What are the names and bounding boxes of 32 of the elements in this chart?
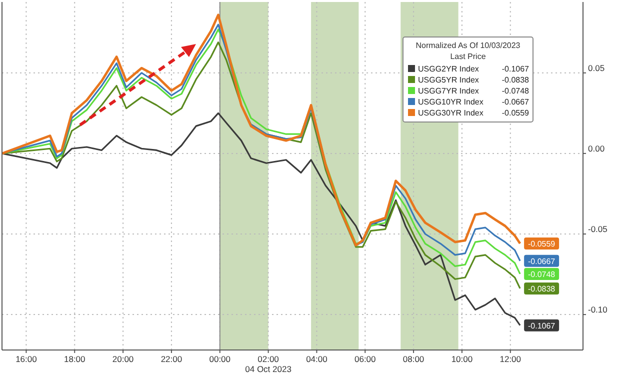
legend-title: Normalized As Of 10/03/2023 Last Price — [416, 41, 521, 61]
legend-label: USGG10YR Index — [418, 98, 484, 106]
text: -0.0667 — [502, 98, 529, 106]
legend-label: USGG30YR Index — [418, 108, 484, 118]
legend-label: USGG2YR Index — [418, 64, 479, 74]
y-tick-label: -0.10 — [588, 304, 608, 315]
x-tick-label: 12:00 — [500, 354, 522, 364]
data-label: -0.0838 — [528, 284, 556, 294]
x-tick-label: 04:00 — [306, 354, 328, 364]
text: -0.0838 — [502, 76, 529, 84]
y-tick-label: 0.05 — [588, 62, 605, 73]
text: -0.0559 — [502, 108, 529, 118]
legend-label: USGG7YR Index — [418, 86, 479, 96]
x-tick-label: 20:00 — [112, 354, 134, 364]
text: -0.0748 — [502, 86, 529, 96]
x-tick-label: 10:00 — [451, 354, 473, 364]
x-tick-label: 22:00 — [160, 354, 182, 364]
legend-label: USGG5YR Index — [418, 76, 479, 84]
x-tick-label: 02:00 — [258, 354, 280, 364]
y-tick-label: -0.05 — [588, 224, 608, 234]
x-tick-label: 16:00 — [16, 354, 38, 364]
x-tick-label: 06:00 — [354, 354, 376, 364]
text: 04 Oct 2023 — [245, 364, 292, 373]
data-label: -0.0559 — [528, 240, 556, 249]
data-label: -0.0667 — [528, 256, 556, 266]
x-tick-label: 18:00 — [64, 354, 86, 364]
x-tick-label: 00:00 — [209, 354, 231, 364]
text: -0.1067 — [502, 64, 529, 74]
y-tick-label: 0.00 — [588, 143, 605, 154]
x-tick-label: 08:00 — [402, 354, 424, 364]
data-label: -0.1067 — [528, 321, 556, 330]
data-label: -0.0748 — [528, 270, 556, 279]
